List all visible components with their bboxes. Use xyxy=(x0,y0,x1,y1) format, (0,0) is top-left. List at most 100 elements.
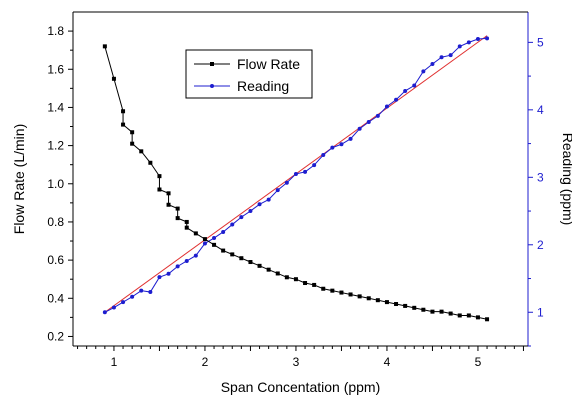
flow-rate-point xyxy=(348,292,353,297)
reading-point xyxy=(394,97,399,102)
flow-rate-point xyxy=(303,281,308,286)
flow-rate-point xyxy=(321,286,326,291)
reading-point xyxy=(139,288,144,293)
reading-point xyxy=(121,300,126,305)
reading-point xyxy=(339,142,344,147)
reading-point xyxy=(293,171,298,176)
reading-point xyxy=(175,264,180,269)
reading-point xyxy=(384,104,389,109)
x-tick-label: 5 xyxy=(475,355,482,369)
flow-rate-point xyxy=(384,300,389,305)
reading-point xyxy=(157,275,162,280)
flow-rate-point xyxy=(475,315,480,320)
left-y-tick-label: 0.2 xyxy=(47,329,64,343)
left-y-axis-title: Flow Rate (L/min) xyxy=(11,124,27,234)
reading-point xyxy=(439,55,444,60)
right-y-ticks: 1 2 3 4 5 xyxy=(528,35,544,347)
left-y-tick-label: 0.8 xyxy=(47,215,64,229)
flow-rate-point xyxy=(130,130,135,135)
flow-rate-point xyxy=(130,141,135,146)
left-y-tick-label: 1.2 xyxy=(47,139,64,153)
flow-rate-point xyxy=(121,109,126,114)
reading-point xyxy=(312,163,317,168)
flow-rate-point xyxy=(102,44,107,49)
flow-rate-point xyxy=(121,122,126,127)
left-y-tick-label: 1.4 xyxy=(47,100,64,114)
flow-rate-point xyxy=(466,313,471,318)
flow-rate-point xyxy=(448,311,453,316)
left-y-tick-label: 0.4 xyxy=(47,291,64,305)
flow-rate-point xyxy=(257,263,262,268)
reading-point xyxy=(412,83,417,88)
axes xyxy=(72,11,529,347)
flow-rate-point xyxy=(111,76,116,81)
reading-point xyxy=(457,44,462,49)
x-tick-label: 2 xyxy=(202,355,209,369)
reading-point xyxy=(375,113,380,118)
right-y-tick-label: 4 xyxy=(537,103,544,117)
reading-point xyxy=(321,153,326,158)
flow-rate-point xyxy=(166,191,171,196)
flow-rate-point xyxy=(157,174,162,179)
left-y-ticks: 0.2 0.4 0.6 0.8 1.0 1.2 1.4 1.6 1.8 xyxy=(47,24,73,343)
flow-rate-point xyxy=(394,302,399,307)
reading-point xyxy=(421,69,426,74)
reading-point xyxy=(485,36,490,41)
flow-rate-point xyxy=(403,303,408,308)
reading-point xyxy=(448,53,453,58)
reading-point xyxy=(248,209,253,214)
reading-point xyxy=(366,119,371,124)
right-y-tick-label: 5 xyxy=(537,35,544,49)
reading-point xyxy=(148,290,153,295)
x-tick-label: 3 xyxy=(293,355,300,369)
flow-rate-point xyxy=(221,248,226,253)
legend-flow-rate-marker xyxy=(210,62,214,66)
reading-point xyxy=(357,126,362,131)
left-y-tick-label: 1.0 xyxy=(47,177,64,191)
flow-rate-point xyxy=(366,296,371,301)
flow-rate-point xyxy=(239,256,244,261)
x-axis-title: Span Concentation (ppm) xyxy=(221,379,381,395)
right-y-axis-title: Reading (ppm) xyxy=(560,133,572,226)
reading-point xyxy=(111,305,116,310)
flow-rate-point xyxy=(175,206,180,211)
x-ticks: 1 2 3 4 5 xyxy=(77,346,524,369)
reading-point xyxy=(275,188,280,193)
reading-point xyxy=(330,145,335,150)
reading-point xyxy=(193,253,198,258)
reading-point xyxy=(212,236,217,241)
right-y-tick-label: 2 xyxy=(537,238,544,252)
flow-rate-point xyxy=(212,242,217,247)
flow-rate-point xyxy=(184,225,189,230)
flow-rate-point xyxy=(421,307,426,312)
flow-rate-point xyxy=(284,275,289,280)
x-tick-label: 4 xyxy=(384,355,391,369)
flow-rate-point xyxy=(412,305,417,310)
flow-rate-point xyxy=(175,216,180,221)
reading-point xyxy=(403,88,408,93)
flow-rate-point xyxy=(184,219,189,224)
reading-point xyxy=(184,258,189,263)
reading-point xyxy=(166,271,171,276)
flow-rate-point xyxy=(457,313,462,318)
flow-rate-point xyxy=(166,202,171,207)
flow-rate-point xyxy=(485,317,490,322)
reading-point xyxy=(257,202,262,207)
legend-box xyxy=(185,49,313,99)
reading-point xyxy=(430,61,435,66)
reading-point xyxy=(221,229,226,234)
right-y-tick-label: 1 xyxy=(537,305,544,319)
left-y-tick-label: 0.6 xyxy=(47,253,64,267)
flow-rate-point xyxy=(148,160,153,165)
reading-point xyxy=(284,180,289,185)
reading-point xyxy=(348,136,353,141)
left-y-tick-label: 1.8 xyxy=(47,24,64,38)
flow-rate-point xyxy=(339,290,344,295)
reading-point xyxy=(239,215,244,220)
flow-rate-point xyxy=(202,237,207,242)
legend-reading-label: Reading xyxy=(237,78,289,94)
legend: Flow Rate Reading xyxy=(185,49,313,99)
flow-rate-point xyxy=(275,271,280,276)
reading-point xyxy=(102,310,107,315)
